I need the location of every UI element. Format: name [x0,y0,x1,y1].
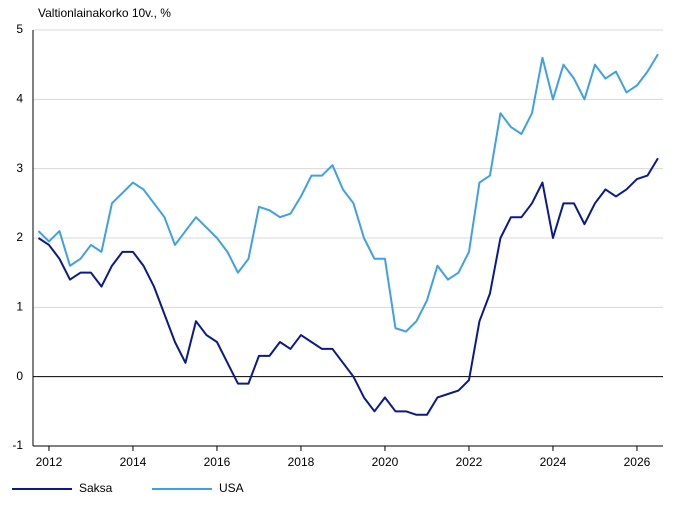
x-tick-label: 2012 [36,455,63,469]
x-tick-label: 2016 [204,455,231,469]
y-tick-label: 3 [16,161,23,175]
x-tick-label: 2026 [624,455,651,469]
legend-label: Saksa [79,481,113,495]
y-tick-label: 5 [16,22,23,36]
legend-label: USA [219,481,244,495]
y-tick-label: 4 [16,92,23,106]
y-tick-label: 1 [16,300,23,314]
x-tick-label: 2014 [120,455,147,469]
x-tick-label: 2020 [372,455,399,469]
x-tick-label: 2022 [456,455,483,469]
line-series [37,53,659,333]
y-tick-label: 2 [16,230,23,244]
y-tick-label: 0 [16,369,23,383]
x-tick-label: 2024 [540,455,567,469]
line-series [37,157,659,416]
x-tick-label: 2018 [288,455,315,469]
y-tick-label: -1 [12,438,23,452]
chart-title: Valtionlainakorko 10v., % [38,6,171,20]
